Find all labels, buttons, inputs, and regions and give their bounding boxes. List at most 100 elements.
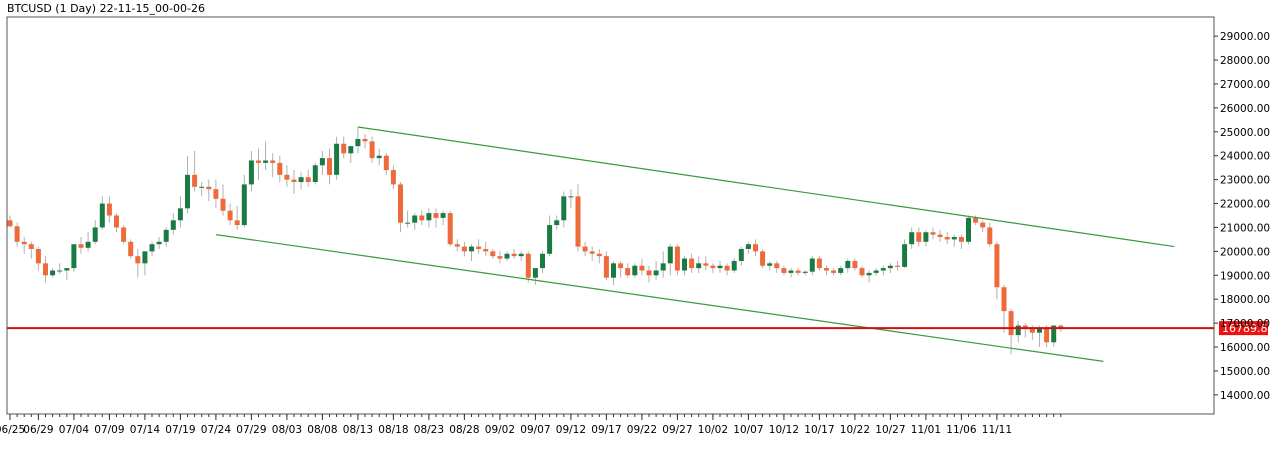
candle-bull	[71, 244, 77, 269]
candle-bear	[284, 174, 290, 180]
candle-bull	[355, 138, 361, 147]
candle-bear	[852, 260, 858, 269]
candle-bull	[951, 237, 957, 240]
candle-bear	[305, 177, 311, 183]
x-tick-label: 07/09	[94, 424, 124, 436]
candle-bear	[78, 244, 84, 248]
candle-bear	[753, 244, 758, 252]
candle-bear	[128, 241, 134, 257]
candle-bear	[589, 251, 595, 254]
candle-bear	[490, 251, 496, 257]
x-tick-label: 10/22	[840, 424, 870, 436]
candle-bull	[263, 160, 269, 163]
candle-bull	[554, 220, 560, 226]
candle-bull	[568, 196, 574, 198]
candle-bull	[64, 268, 70, 271]
candle-bull	[376, 155, 382, 159]
candle-bear	[525, 253, 531, 278]
y-tick-label: 16000.00	[1220, 342, 1270, 354]
y-tick-label: 24000.00	[1220, 151, 1270, 163]
candle-bear	[618, 263, 624, 269]
candle-bear	[135, 256, 141, 264]
candle-bear	[980, 222, 986, 228]
x-tick-label: 06/29	[23, 424, 53, 436]
candle-bull	[902, 244, 908, 267]
candle-bull	[667, 246, 673, 264]
candle-bull	[142, 251, 148, 264]
y-tick-label: 29000.00	[1220, 31, 1270, 43]
candle-bear	[582, 246, 588, 252]
x-tick-label: 09/27	[662, 424, 692, 436]
x-tick-label: 08/28	[449, 424, 479, 436]
candle-bull	[660, 263, 666, 271]
candle-bull	[149, 244, 155, 252]
x-tick-label: 08/23	[414, 424, 444, 436]
candle-bear	[114, 215, 119, 228]
candle-bear	[724, 265, 730, 271]
candle-bear	[511, 253, 517, 257]
candle-bear	[206, 186, 212, 190]
candle-bull	[802, 271, 808, 273]
x-tick-label: 07/19	[165, 424, 195, 436]
candle-bear	[831, 270, 837, 273]
candle-bull	[504, 253, 510, 259]
candle-bear	[213, 189, 219, 199]
y-tick-label: 26000.00	[1220, 103, 1270, 115]
candle-bull	[405, 222, 411, 224]
candle-bull	[887, 265, 893, 269]
candle-bear	[781, 268, 787, 273]
candle-bear	[930, 232, 936, 235]
candle-bear	[327, 158, 332, 175]
y-tick-label: 20000.00	[1220, 246, 1270, 258]
x-tick-label: 08/18	[378, 424, 408, 436]
x-tick-label: 09/02	[485, 424, 515, 436]
candle-bear	[483, 248, 489, 252]
candle-bear	[710, 265, 716, 269]
candle-bear	[1022, 325, 1028, 328]
candle-bull	[873, 270, 879, 273]
candle-bear	[596, 253, 602, 257]
candle-bull	[85, 241, 91, 248]
candle-bull	[99, 203, 105, 228]
candle-bear	[106, 203, 112, 216]
candle-bull	[923, 232, 929, 242]
y-tick-label: 21000.00	[1220, 222, 1270, 234]
candle-bear	[398, 184, 403, 223]
candle-bull	[540, 253, 545, 269]
candle-bear	[383, 155, 389, 171]
candle-bear	[341, 143, 347, 154]
candle-bear	[433, 213, 439, 218]
candle-bear	[35, 248, 41, 264]
trendline-lower-channel	[215, 234, 1104, 362]
candle-bear	[760, 251, 766, 266]
y-tick-label: 27000.00	[1220, 79, 1270, 91]
candle-bear	[461, 246, 467, 252]
candle-bull	[880, 268, 886, 271]
x-tick-label: 09/22	[627, 424, 657, 436]
current-price-label: 16789.85	[1222, 322, 1275, 335]
candle-bull	[412, 215, 418, 223]
current-price-label-bg	[1219, 321, 1268, 336]
trendline-upper-channel	[357, 126, 1175, 248]
candle-bear	[603, 256, 609, 278]
candle-bear	[497, 256, 503, 259]
candle-bear	[192, 174, 198, 187]
candle-bull	[532, 268, 538, 278]
candle-bear	[795, 270, 801, 273]
candle-bull	[440, 213, 446, 218]
candle-bull	[561, 196, 567, 221]
x-tick-label: 07/24	[201, 424, 232, 436]
trendlines	[215, 126, 1175, 362]
x-tick-label: 08/03	[272, 424, 302, 436]
current-price-line-group: 16789.85	[7, 321, 1275, 336]
x-tick-label: 08/13	[343, 424, 373, 436]
candle-bull	[1051, 325, 1057, 343]
candle-bear	[689, 258, 695, 269]
candle-bull	[57, 270, 63, 272]
candle-bear	[1001, 287, 1007, 312]
candle-bear	[944, 237, 950, 240]
candle-bull	[745, 244, 751, 249]
candle-bear	[14, 226, 20, 242]
